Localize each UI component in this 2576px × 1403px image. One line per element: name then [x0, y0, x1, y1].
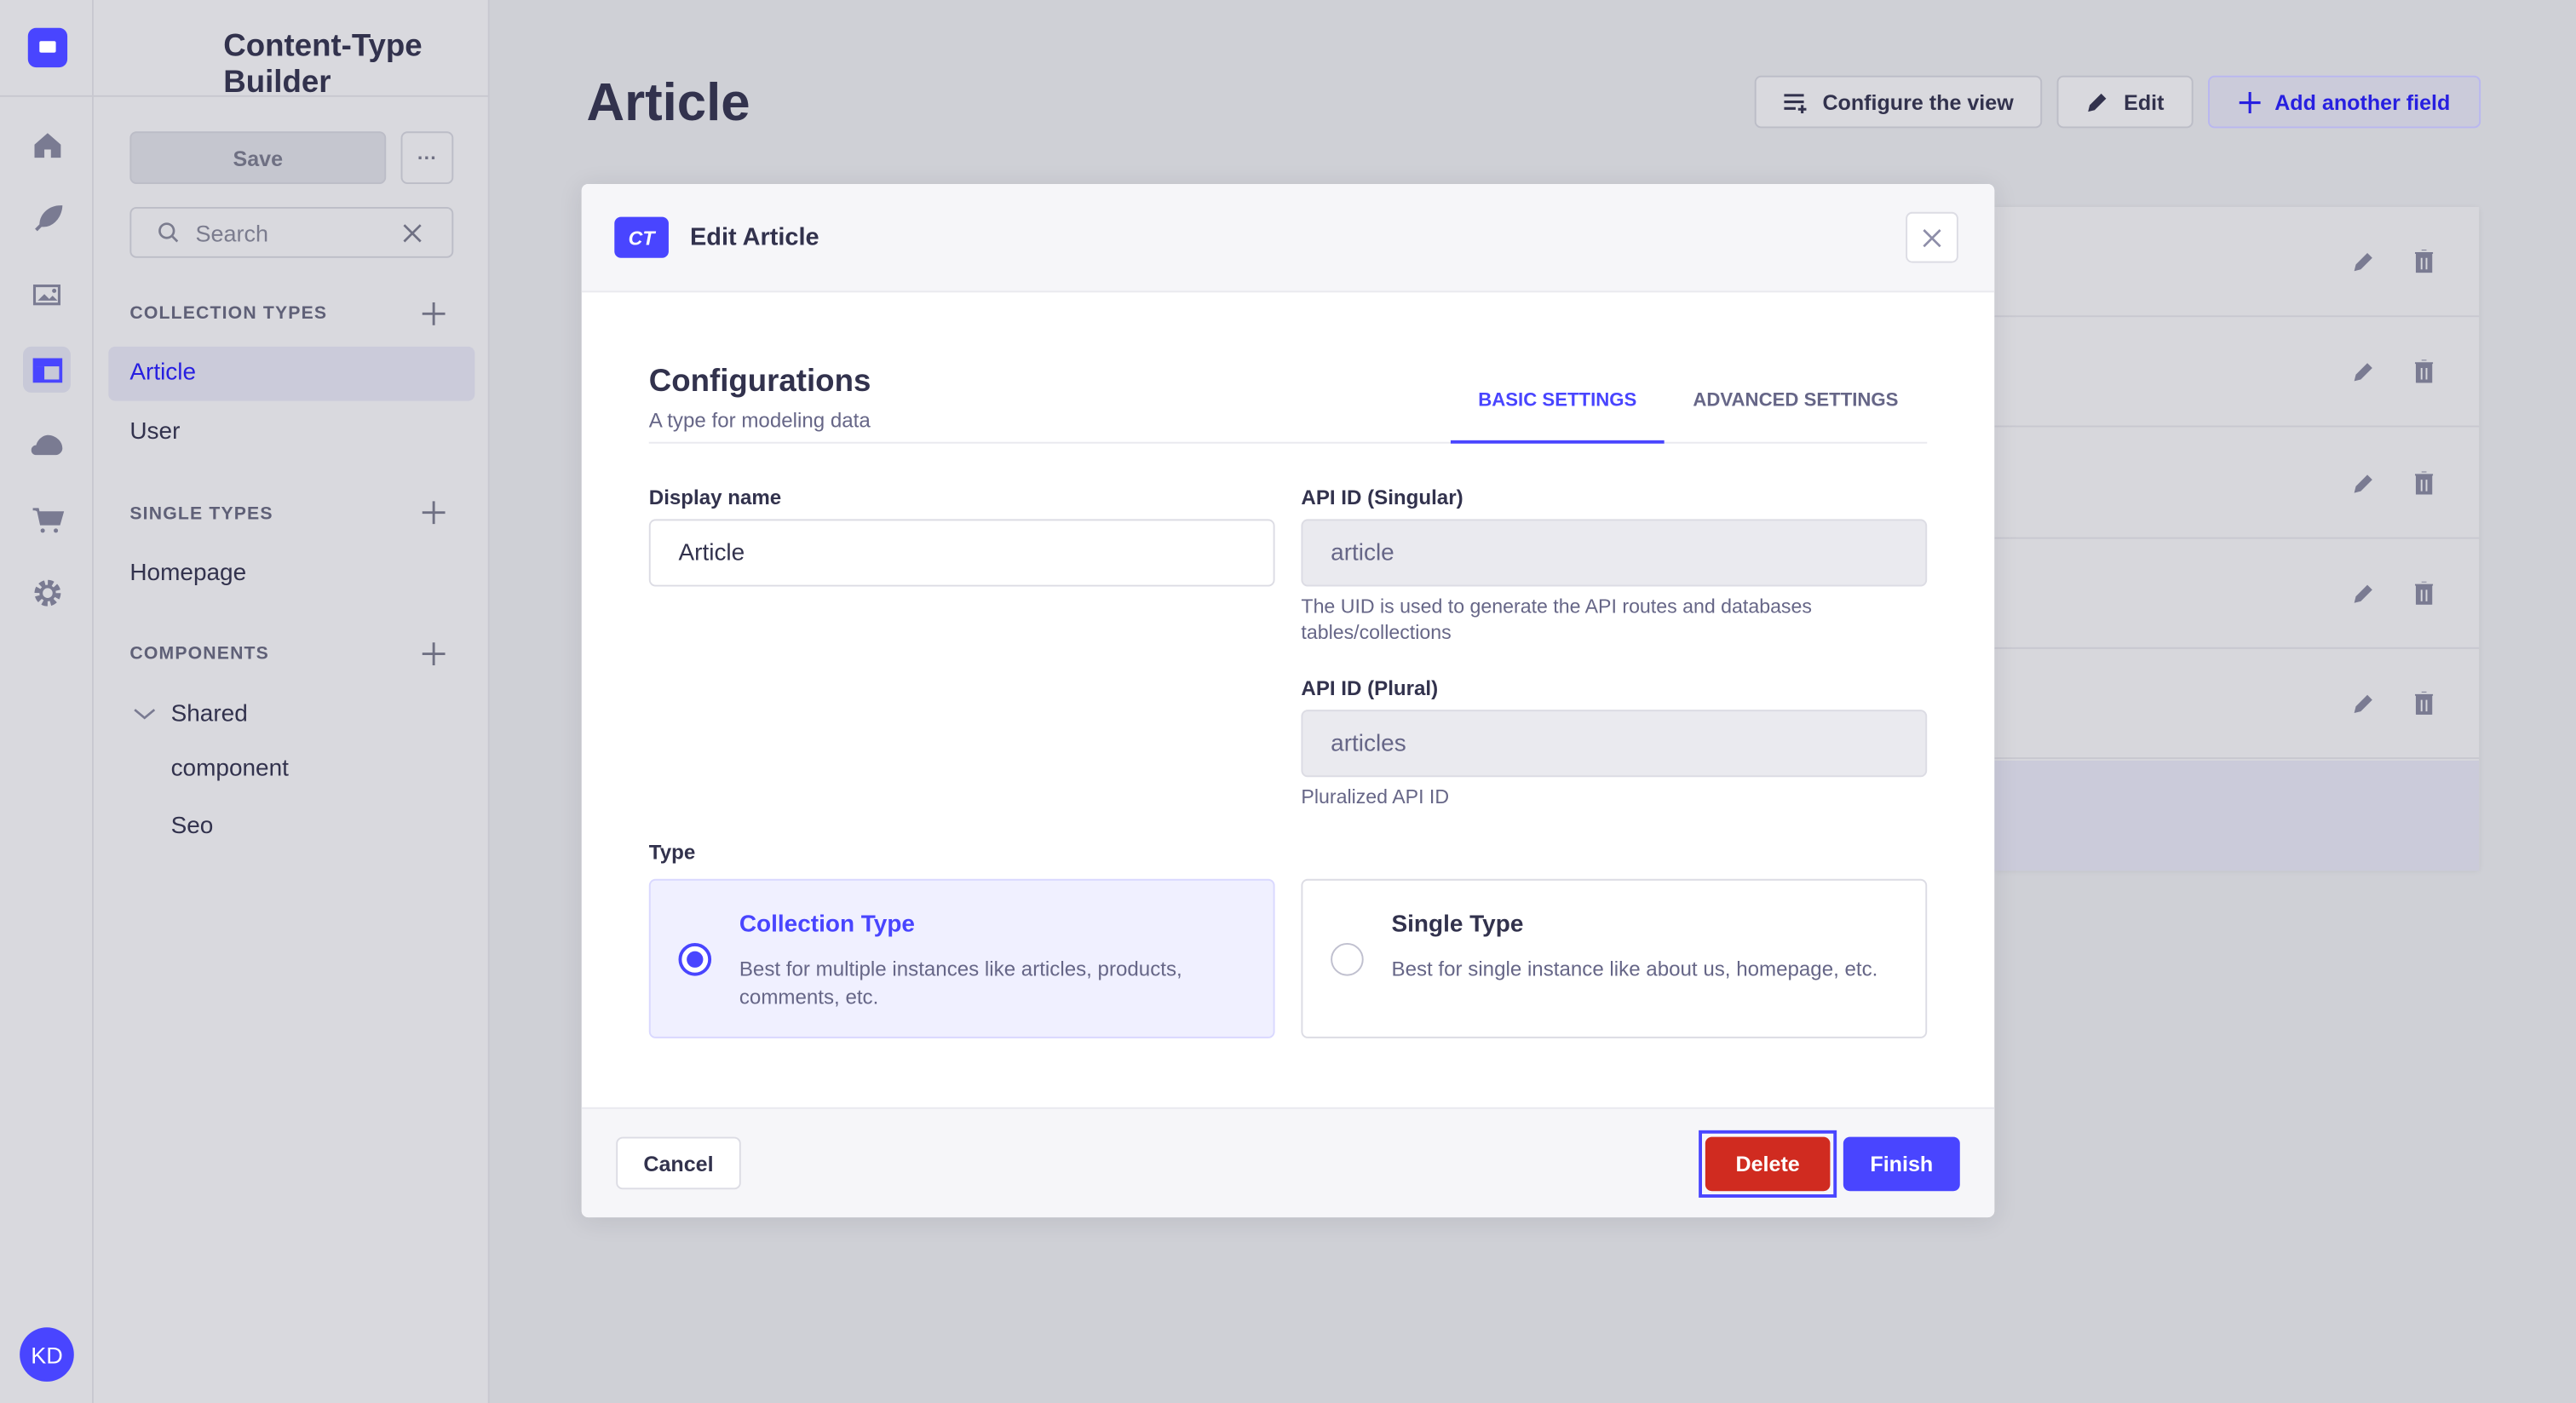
api-id-singular-input[interactable]: article: [1301, 519, 1928, 587]
edit-field-icon[interactable]: [2353, 582, 2376, 605]
api-id-singular-label: API ID (Singular): [1301, 486, 1463, 509]
nav-home-icon[interactable]: [23, 122, 71, 168]
delete-field-icon[interactable]: [2414, 581, 2434, 605]
modal-header: CT Edit Article: [581, 183, 1995, 293]
sidebar-item-component[interactable]: component: [170, 756, 289, 782]
nav-marketplace-icon[interactable]: [23, 496, 71, 542]
nav-cloud-icon[interactable]: [23, 421, 71, 467]
modal-footer: Cancel Delete Finish: [581, 1107, 1995, 1218]
chevron-down-icon[interactable]: [133, 708, 156, 721]
divider: [93, 95, 490, 97]
sidebar-group-shared[interactable]: Shared: [170, 701, 248, 728]
option-title: Single Type: [1391, 911, 1524, 939]
field-row[interactable]: [1994, 538, 2480, 649]
strapi-logo[interactable]: [27, 27, 68, 68]
add-component-icon[interactable]: [422, 642, 446, 666]
add-field-label: Add another field: [2274, 89, 2451, 115]
save-button[interactable]: Save: [129, 131, 387, 184]
display-name-input[interactable]: Article: [648, 519, 1275, 587]
edit-content-type-modal: CT Edit Article Configurations A type fo…: [581, 183, 1995, 1218]
nav-content-manager-icon[interactable]: [23, 195, 71, 241]
close-button[interactable]: [1906, 211, 1958, 263]
search-placeholder: Search: [195, 219, 269, 246]
focus-ring: [1699, 1130, 1837, 1198]
field-row[interactable]: [1994, 428, 2480, 538]
clear-search-icon[interactable]: [402, 222, 422, 242]
display-name-label: Display name: [648, 486, 782, 509]
option-title: Collection Type: [739, 911, 916, 939]
add-another-field-button[interactable]: Add another field: [2207, 75, 2481, 129]
plus-icon: [2238, 91, 2260, 113]
collection-types-heading: COLLECTION TYPES: [129, 303, 328, 324]
api-id-singular-help: The UID is used to generate the API rout…: [1301, 595, 1812, 644]
section-subtitle: A type for modeling data: [648, 409, 871, 433]
tab-advanced-settings[interactable]: ADVANCED SETTINGS: [1693, 390, 1899, 411]
search-input[interactable]: Search: [129, 206, 454, 258]
selected-highlight: [108, 346, 475, 401]
sidebar-item-seo[interactable]: Seo: [170, 813, 214, 840]
edit-field-icon[interactable]: [2353, 692, 2376, 715]
api-id-plural-input[interactable]: articles: [1301, 710, 1928, 778]
single-type-option[interactable]: Single Type Best for single instance lik…: [1301, 878, 1928, 1038]
type-label: Type: [648, 841, 696, 865]
close-icon: [1923, 228, 1941, 247]
components-heading: COMPONENTS: [129, 643, 269, 664]
edit-field-icon[interactable]: [2353, 360, 2376, 383]
content-type-sidebar: Content-Type Builder Save ··· Search COL…: [93, 0, 490, 1403]
add-single-type-icon[interactable]: [422, 501, 446, 525]
search-icon: [158, 222, 179, 243]
more-actions-button[interactable]: ···: [400, 131, 454, 184]
field-row[interactable]: [1994, 207, 2480, 318]
section-title: Configurations: [648, 365, 871, 400]
user-avatar[interactable]: KD: [20, 1327, 74, 1382]
collection-type-option[interactable]: Collection Type Best for multiple instan…: [648, 878, 1275, 1038]
delete-field-icon[interactable]: [2414, 692, 2434, 716]
modal-title: Edit Article: [689, 223, 819, 252]
api-id-plural-label: API ID (Plural): [1301, 676, 1439, 700]
edit-button[interactable]: Edit: [2056, 75, 2194, 129]
list-settings-icon: [1785, 93, 1808, 113]
radio-unselected[interactable]: [1331, 942, 1364, 976]
sidebar-item-article[interactable]: Article: [129, 359, 197, 387]
edit-label: Edit: [2124, 89, 2165, 115]
single-types-heading: SINGLE TYPES: [129, 504, 273, 525]
api-id-plural-help: Pluralized API ID: [1301, 785, 1450, 808]
delete-button[interactable]: Delete: [1705, 1136, 1831, 1192]
field-row[interactable]: [1994, 759, 2480, 871]
delete-field-icon[interactable]: [2414, 359, 2434, 383]
nav-media-library-icon[interactable]: [23, 271, 71, 317]
page-title: Article: [586, 72, 750, 132]
main-nav: KD: [0, 0, 94, 1403]
nav-content-type-builder-icon[interactable]: [22, 346, 71, 393]
configure-view-label: Configure the view: [1822, 89, 2014, 115]
sidebar-title: Content-Type Builder: [223, 29, 423, 101]
delete-field-icon[interactable]: [2414, 470, 2434, 494]
edit-field-icon[interactable]: [2353, 471, 2376, 494]
tabs-divider: [648, 441, 1928, 444]
tab-basic-settings[interactable]: BASIC SETTINGS: [1450, 388, 1665, 444]
configure-view-button[interactable]: Configure the view: [1754, 75, 2043, 129]
field-row[interactable]: [1994, 318, 2480, 428]
pencil-icon: [2087, 93, 2106, 112]
sidebar-item-user[interactable]: User: [129, 418, 181, 446]
field-row[interactable]: [1994, 649, 2480, 760]
cancel-button[interactable]: Cancel: [616, 1136, 741, 1190]
radio-selected[interactable]: [678, 942, 712, 976]
sidebar-item-homepage[interactable]: Homepage: [129, 560, 247, 587]
content-type-badge: CT: [614, 216, 669, 258]
delete-field-icon[interactable]: [2414, 250, 2434, 273]
divider: [0, 95, 94, 97]
option-description: Best for single instance like about us, …: [1391, 957, 1878, 981]
fields-table: [1994, 206, 2480, 871]
nav-settings-icon[interactable]: [23, 570, 71, 616]
add-collection-type-icon[interactable]: [422, 302, 446, 325]
edit-field-icon[interactable]: [2353, 250, 2376, 273]
finish-button[interactable]: Finish: [1843, 1136, 1960, 1192]
option-description: Best for multiple instances like article…: [739, 957, 1182, 1009]
